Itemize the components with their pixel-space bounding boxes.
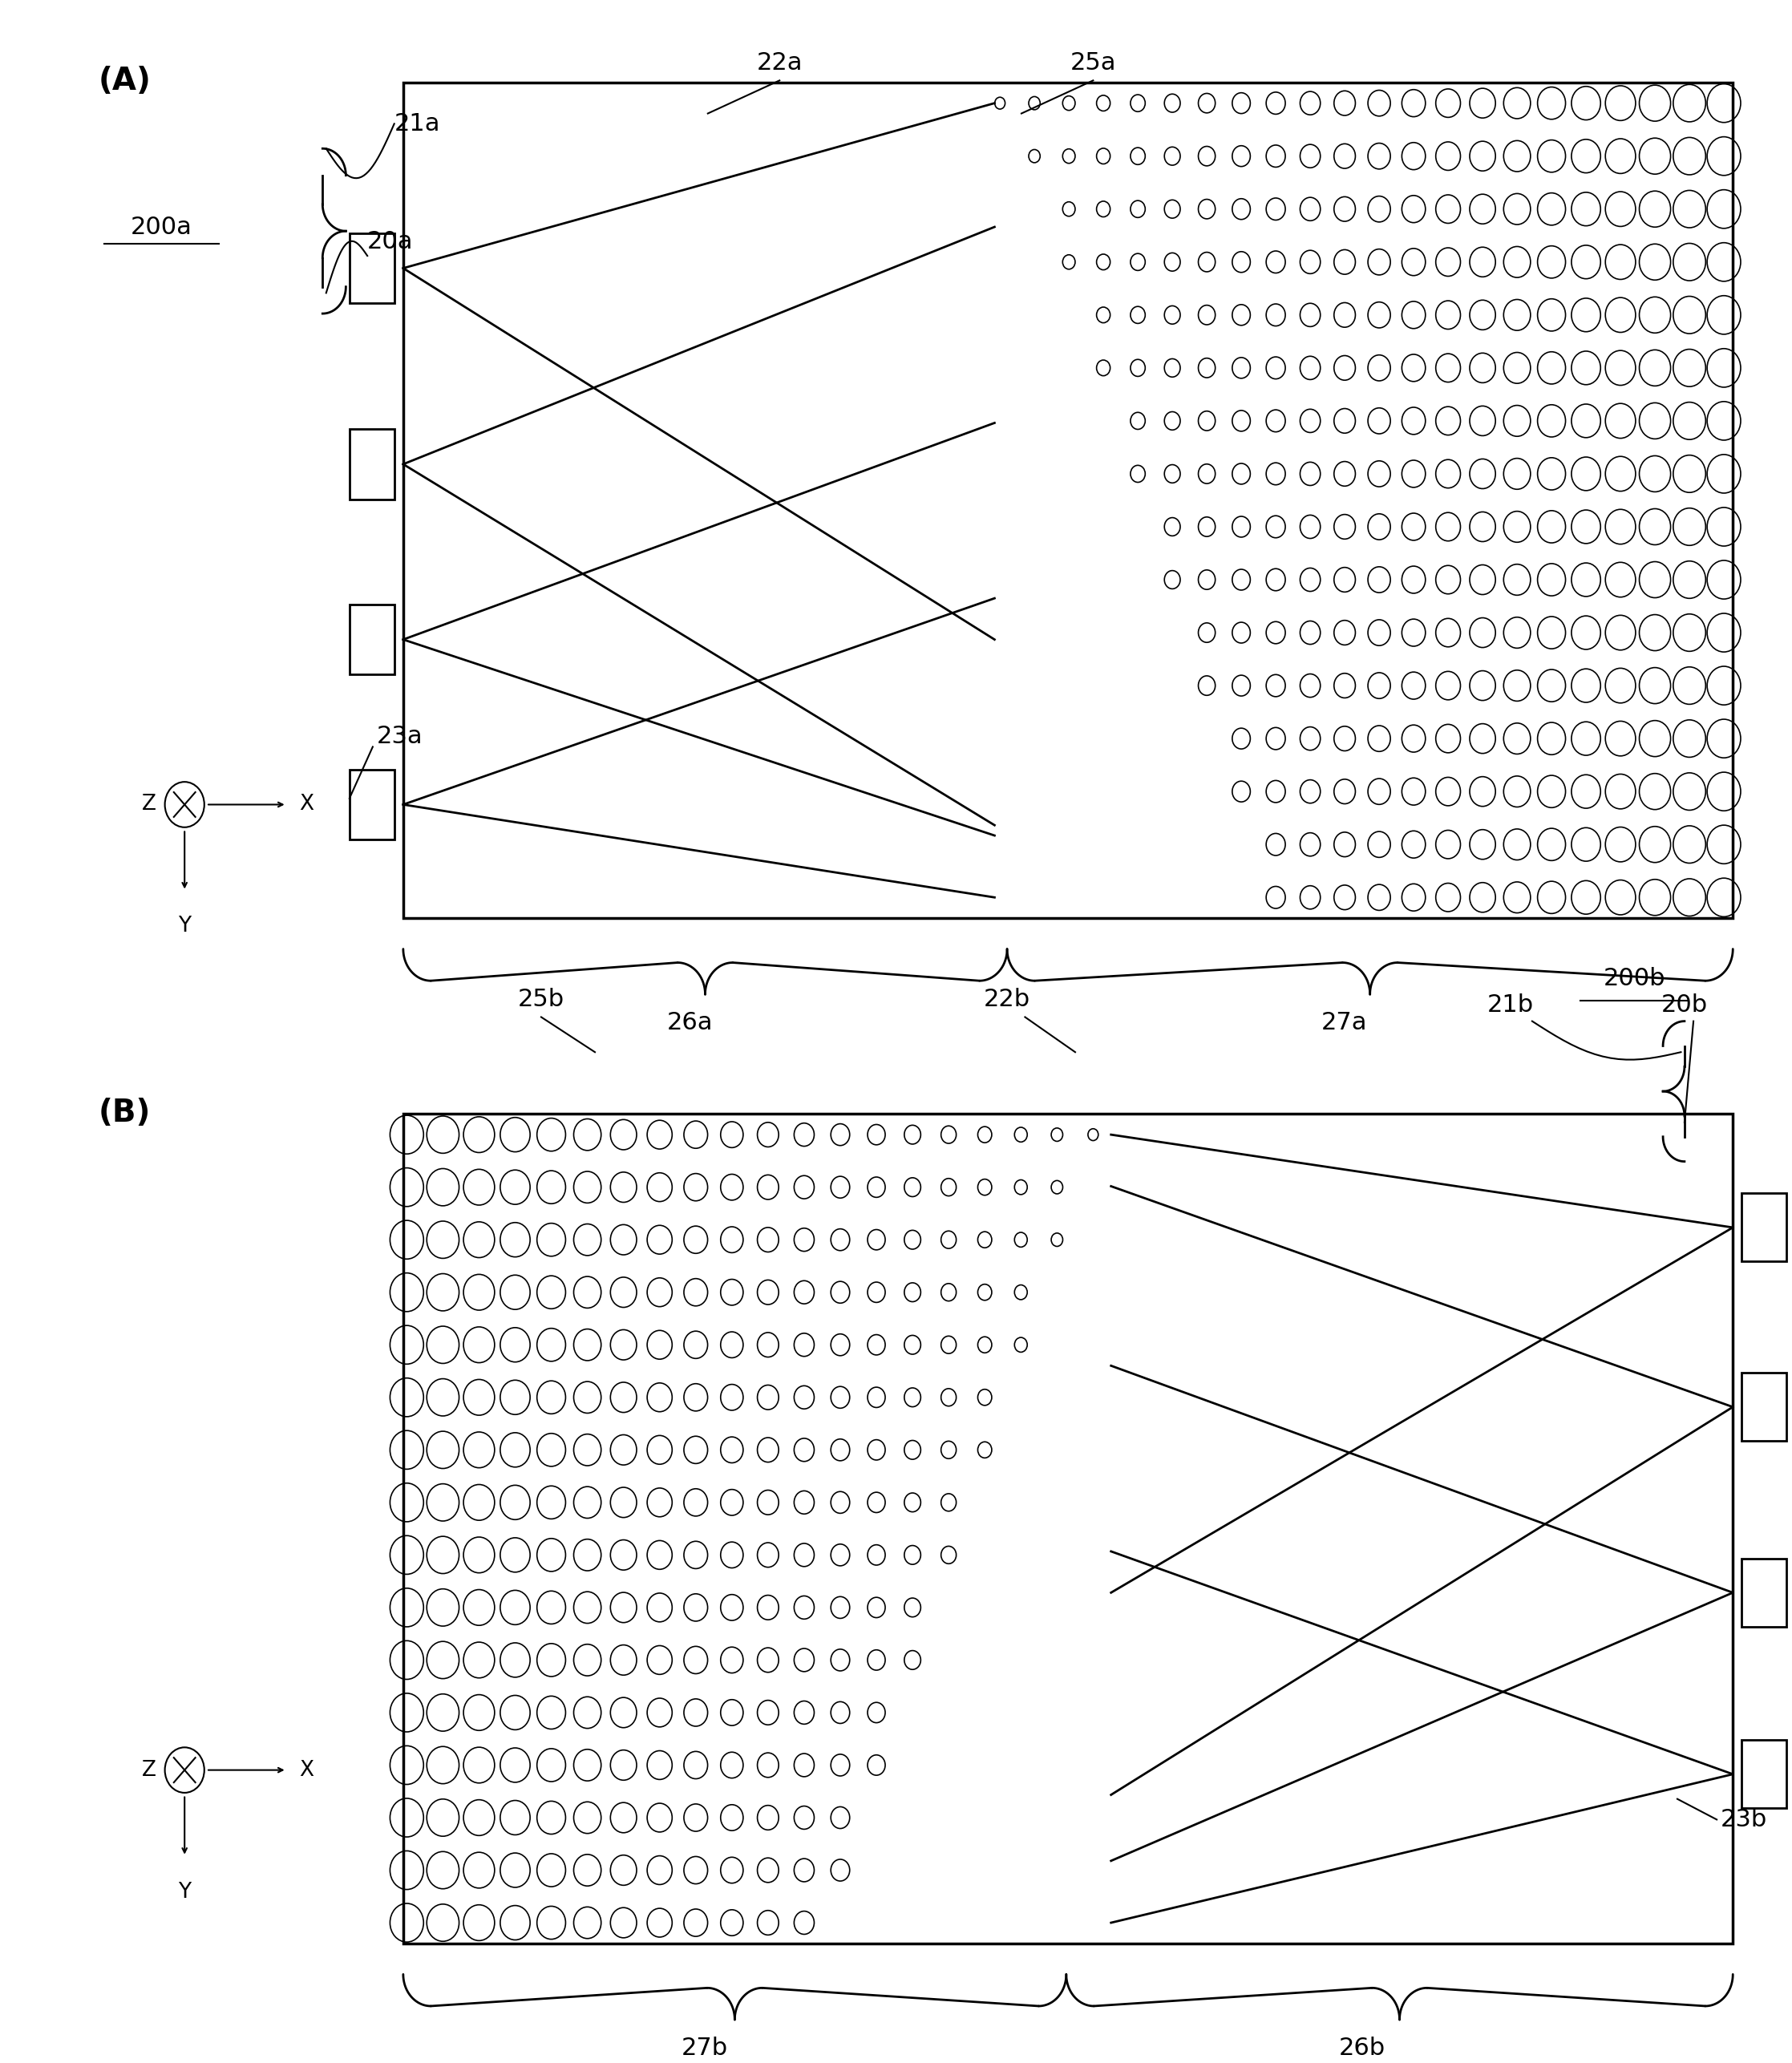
- Text: Z: Z: [142, 1760, 156, 1780]
- Bar: [1742, 1374, 1787, 1440]
- Text: (B): (B): [99, 1098, 151, 1128]
- Text: 200b: 200b: [1604, 968, 1665, 990]
- Text: 23a: 23a: [376, 724, 423, 749]
- Bar: [403, 1114, 1733, 1943]
- Text: 26a: 26a: [667, 1011, 713, 1034]
- Text: Z: Z: [142, 794, 156, 815]
- Text: 22a: 22a: [756, 52, 803, 74]
- Text: 20b: 20b: [1661, 994, 1708, 1017]
- Text: 20a: 20a: [367, 229, 414, 254]
- Text: 26b: 26b: [1339, 2036, 1385, 2059]
- Text: 22b: 22b: [984, 988, 1030, 1011]
- Text: 23b: 23b: [1720, 1807, 1767, 1832]
- Text: 21b: 21b: [1487, 994, 1534, 1017]
- Bar: [1742, 1192, 1787, 1260]
- Text: 27b: 27b: [681, 2036, 728, 2059]
- Bar: [1742, 1739, 1787, 1807]
- Bar: [1742, 1560, 1787, 1626]
- Bar: [349, 429, 394, 499]
- Text: X: X: [299, 1760, 314, 1780]
- Text: 25a: 25a: [1070, 52, 1116, 74]
- Text: 200a: 200a: [131, 215, 192, 239]
- Text: 25b: 25b: [518, 988, 564, 1011]
- Text: (A): (A): [99, 66, 151, 97]
- Text: 21a: 21a: [394, 111, 441, 136]
- Bar: [349, 233, 394, 303]
- Bar: [349, 769, 394, 840]
- Text: Y: Y: [177, 916, 192, 937]
- Text: X: X: [299, 794, 314, 815]
- Bar: [403, 83, 1733, 918]
- Text: 27a: 27a: [1321, 1011, 1367, 1034]
- Bar: [349, 604, 394, 675]
- Text: Y: Y: [177, 1881, 192, 1902]
